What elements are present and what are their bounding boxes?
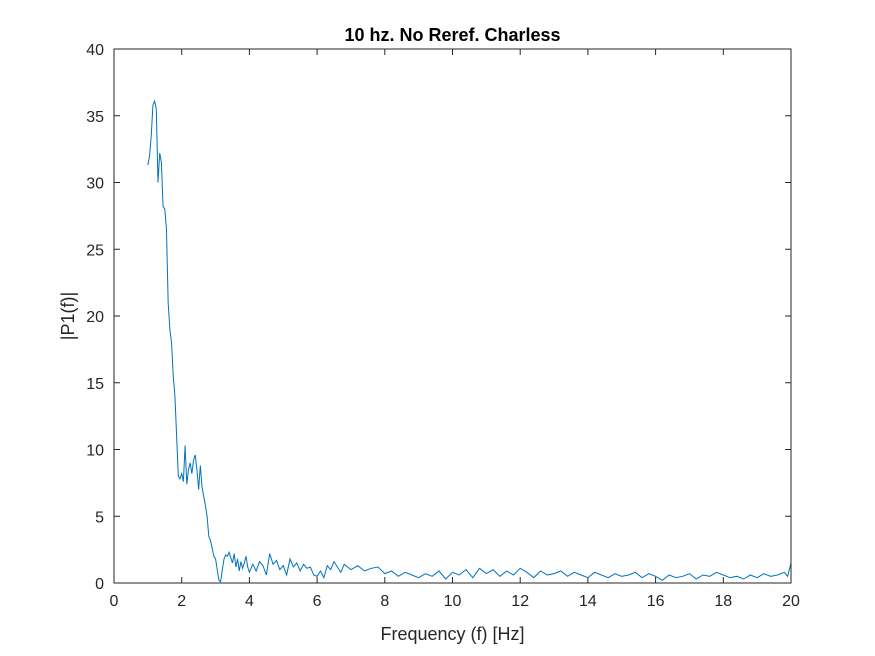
x-tick-label: 0 [110,593,119,610]
y-axis-tick-labels: 0 5 10 15 20 25 30 35 40 [86,42,104,593]
y-tick-label: 25 [86,242,104,259]
x-axis-label: Frequency (f) [Hz] [380,624,524,644]
y-tick-label: 15 [86,376,104,393]
x-axis-tick-labels: 0 2 4 6 8 10 12 14 16 18 20 [110,593,800,610]
y-tick-label: 30 [86,176,104,193]
y-tick-label: 20 [86,309,104,326]
series-line [147,99,792,583]
y-tick-label: 0 [95,576,104,593]
x-tick-label: 10 [444,593,462,610]
x-tick-label: 12 [511,593,529,610]
x-tick-label: 14 [579,593,597,610]
x-tick-label: 16 [647,593,665,610]
x-tick-label: 2 [177,593,186,610]
plot-area-box [113,48,792,584]
x-tick-label: 8 [380,593,389,610]
chart-title: 10 hz. No Reref. Charless [344,25,560,45]
x-tick-label: 4 [245,593,254,610]
x-tick-label: 20 [782,593,800,610]
y-tick-label: 5 [95,509,104,526]
y-axis-label: |P1(f)| [58,292,78,340]
y-tick-label: 10 [86,443,104,460]
x-tick-label: 18 [714,593,732,610]
y-tick-label: 40 [86,42,104,59]
x-tick-label: 6 [313,593,322,610]
y-tick-label: 35 [86,109,104,126]
plot-area-background [114,49,791,583]
